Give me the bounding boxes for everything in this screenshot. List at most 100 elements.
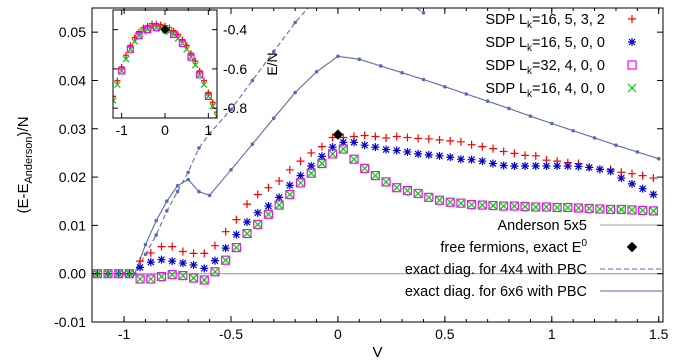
series-3-point [595,204,605,214]
series-3-point [403,186,412,196]
series-2-point [360,163,370,173]
series-3-point [542,202,551,212]
series-1-point [339,138,348,147]
inset-series-2-point [178,39,186,47]
series-3-point [125,269,134,279]
series-1-point [275,193,284,202]
series-0-point [531,151,540,160]
series-1-point [200,264,209,273]
series-7-point [293,90,297,95]
series-1-point [360,141,369,150]
series-2-point [199,275,209,285]
inset-y-tick-label: -0.4 [223,22,247,38]
x-tick-label: 0.5 [435,326,455,342]
series-7-point [336,54,340,59]
series-2-point [595,204,605,214]
series-2-point [327,149,338,159]
x-tick-label: 1 [548,326,556,342]
inset-series-1-point [118,67,126,75]
series-6-point [293,20,297,25]
inset-series-0-point [192,58,199,65]
series-1-point [510,161,519,170]
series-1-point [606,167,615,176]
legend-top-label-sub: k [527,89,533,100]
series-3-point [392,183,402,193]
series-0-point [210,241,219,250]
inset-series-0-point [136,28,142,35]
series-7-point [154,218,158,223]
series-2-point [606,204,616,215]
legend-bottom-label-sup: 0 [581,238,587,249]
series-0-point [424,134,433,143]
legend-top-label-sub: k [527,20,533,31]
main-plot [92,8,663,285]
series-3-point [435,195,444,205]
inset-x-tick-label: 1 [204,122,212,138]
inset-y-axis-label: E/N [264,52,280,75]
series-7-point [314,69,319,74]
series-3-point [638,205,648,215]
series-0-point [168,242,177,251]
series-2-point [188,273,199,283]
series-2-point [156,271,167,282]
series-7-point [485,99,490,104]
series-0-point [392,132,401,141]
series-1-point [317,152,326,161]
legend-bottom-label: free fermions, exact E0 [440,238,587,256]
axes: -1 -0.5 0 0.5 1 1.5 -0.01 0.00 0.01 0.02 0.03 0.04 0… [15,7,669,361]
series-1-point [157,255,166,264]
x-tick-label: 1.5 [649,326,669,342]
series-1-point [499,161,508,170]
series-1-point [307,161,316,170]
series-2-point [402,186,413,196]
legend-top-label-sub: k [527,66,533,77]
y-tick-label: 0.01 [59,217,86,233]
series-0-point [264,183,273,192]
inset-plot: -1 0 1 -0.4 -0.6 -0.8 E/N [112,9,280,138]
series-1-point [189,260,198,269]
series-0-point [178,247,187,256]
series-0-point [488,144,497,153]
legend-top-marker [627,83,637,93]
series-0-point [478,142,487,151]
inset-series-1-point [200,81,208,89]
series-3-point [167,270,177,280]
inset-series-1-point [139,28,147,36]
legend-top-label-pre: SDP L [485,81,527,97]
series-6-point [229,107,233,112]
series-3-point [627,205,637,215]
series-0-point [243,200,252,209]
inset-series-0-point [179,36,186,43]
inset-series-0-point [188,50,194,57]
series-1-point [424,150,433,159]
series-2-point [167,270,177,280]
series-2-point [445,197,455,207]
series-2-point [242,228,252,239]
series-1-point [392,146,401,155]
series-0-point [467,140,476,149]
series-2-point [638,205,648,216]
inset-series-1-point [144,26,152,34]
series-3-point [509,201,519,211]
series-7-point [357,57,362,62]
legend-top-label-sub: k [527,43,533,54]
series-1-point [456,155,465,164]
series-1-point [264,202,273,211]
y-tick-label: 0.03 [59,121,86,137]
series-2-point [648,206,658,216]
series-0-point [403,133,412,142]
series-3-point [317,159,327,168]
inset-data [113,20,217,118]
series-3-point [381,177,391,187]
series-3-point [552,203,562,212]
series-3-point [648,206,658,216]
inset-series-2-point [126,45,134,53]
series-2-point [541,202,552,212]
legend-top-label-post: =16, 5, 3, 2 [532,12,605,28]
inset-series-1-point [131,37,139,45]
series-7-point [197,189,201,194]
series-0-point [275,176,284,185]
series-3-point [231,243,241,253]
series-1-point [585,163,594,172]
series-3-point [424,192,434,202]
